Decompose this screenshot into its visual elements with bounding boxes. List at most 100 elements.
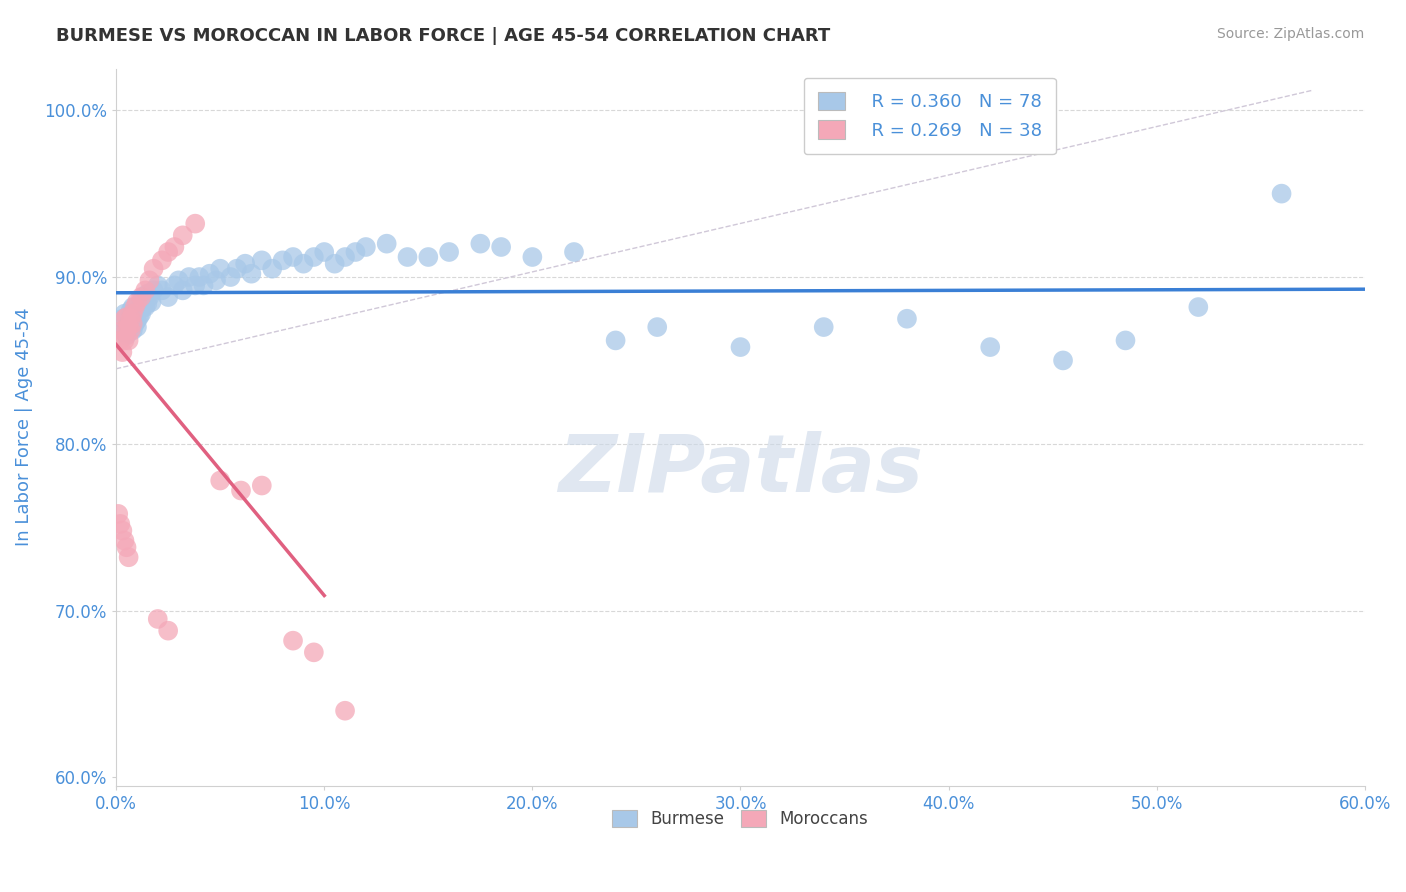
Point [120, 315, 142, 329]
Point [396, 250, 419, 264]
Point [121, 311, 143, 326]
Point [979, 340, 1001, 354]
Point [157, 624, 180, 638]
Point [177, 270, 200, 285]
Point [146, 612, 169, 626]
Point [333, 704, 356, 718]
Point [111, 323, 134, 337]
Point [229, 483, 252, 498]
Point [129, 295, 152, 310]
Point [120, 303, 142, 318]
Point [115, 541, 138, 555]
Point [198, 267, 221, 281]
Point [107, 507, 129, 521]
Point [489, 240, 512, 254]
Point [134, 284, 156, 298]
Point [114, 533, 136, 548]
Point [262, 261, 284, 276]
Point [281, 250, 304, 264]
Point [134, 290, 156, 304]
Point [111, 323, 134, 337]
Point [645, 320, 668, 334]
Point [813, 320, 835, 334]
Point [188, 270, 211, 285]
Point [128, 310, 150, 324]
Point [121, 323, 143, 337]
Point [470, 236, 492, 251]
Point [250, 253, 273, 268]
Point [184, 278, 207, 293]
Point [120, 311, 142, 326]
Point [163, 278, 186, 293]
Point [184, 217, 207, 231]
Point [125, 303, 148, 318]
Point [354, 240, 377, 254]
Point [114, 307, 136, 321]
Point [323, 257, 346, 271]
Point [125, 313, 148, 327]
Point [1052, 353, 1074, 368]
Point [124, 317, 146, 331]
Point [522, 250, 544, 264]
Legend: Burmese, Moroccans: Burmese, Moroccans [606, 804, 875, 835]
Point [121, 300, 143, 314]
Point [142, 284, 165, 298]
Point [121, 317, 143, 331]
Point [240, 267, 263, 281]
Point [134, 300, 156, 314]
Point [1114, 334, 1136, 348]
Point [115, 320, 138, 334]
Point [605, 334, 627, 348]
Point [233, 257, 256, 271]
Point [193, 278, 215, 293]
Point [250, 478, 273, 492]
Point [157, 245, 180, 260]
Point [117, 320, 139, 334]
Point [333, 250, 356, 264]
Point [110, 334, 132, 348]
Point [138, 290, 160, 304]
Point [111, 311, 134, 326]
Point [141, 295, 163, 310]
Point [138, 273, 160, 287]
Point [121, 307, 143, 321]
Point [1187, 300, 1209, 314]
Point [302, 250, 325, 264]
Point [1270, 186, 1292, 201]
Point [344, 245, 367, 260]
Point [281, 633, 304, 648]
Point [115, 328, 138, 343]
Point [132, 290, 155, 304]
Point [124, 300, 146, 314]
Point [146, 278, 169, 293]
Point [142, 261, 165, 276]
Point [167, 273, 190, 287]
Point [132, 300, 155, 314]
Point [314, 245, 336, 260]
Point [375, 236, 398, 251]
Point [292, 257, 315, 271]
Point [437, 245, 460, 260]
Text: BURMESE VS MOROCCAN IN LABOR FORCE | AGE 45-54 CORRELATION CHART: BURMESE VS MOROCCAN IN LABOR FORCE | AGE… [56, 27, 831, 45]
Point [896, 311, 918, 326]
Point [129, 307, 152, 321]
Point [115, 310, 138, 324]
Point [120, 323, 142, 337]
Text: ZIPatlas: ZIPatlas [558, 431, 922, 509]
Point [110, 516, 132, 531]
Point [129, 290, 152, 304]
Point [117, 322, 139, 336]
Y-axis label: In Labor Force | Age 45-54: In Labor Force | Age 45-54 [15, 308, 32, 547]
Point [111, 524, 134, 538]
Point [117, 550, 139, 565]
Point [117, 334, 139, 348]
Point [271, 253, 294, 268]
Point [117, 310, 139, 324]
Point [730, 340, 752, 354]
Point [136, 296, 159, 310]
Point [150, 284, 173, 298]
Point [418, 250, 440, 264]
Point [136, 286, 159, 301]
Point [125, 320, 148, 334]
Text: Source: ZipAtlas.com: Source: ZipAtlas.com [1216, 27, 1364, 41]
